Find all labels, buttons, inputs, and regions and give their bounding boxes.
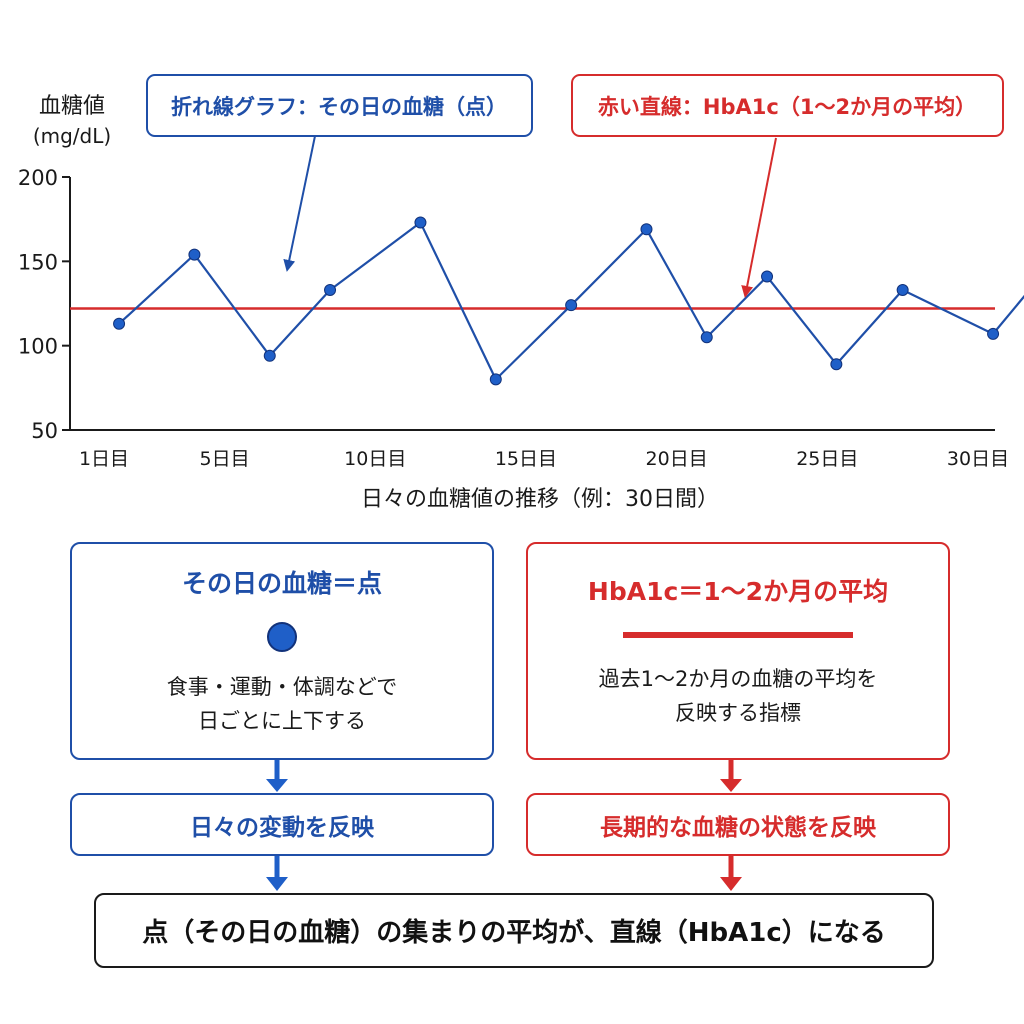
glucose-point — [188, 248, 201, 261]
long-term-text: 長期的な血糖の状態を反映 — [600, 814, 876, 841]
glucose-point — [324, 284, 337, 297]
conclusion-box: 点（その日の血糖）の集まりの平均が、直線（HbA1c）になる — [94, 893, 934, 968]
glucose-point — [414, 216, 427, 229]
glucose-point — [640, 223, 653, 236]
arrow-right-2-head — [720, 877, 742, 891]
x-tick-label: 15日目 — [495, 448, 557, 470]
daily-glucose-panel: その日の血糖＝点 食事・運動・体調などで 日ごとに上下する — [70, 542, 494, 760]
glucose-point — [761, 270, 774, 283]
hba1c-desc-1: 過去1～2か月の血糖の平均を — [598, 667, 878, 691]
daily-glucose-desc-2: 日ごとに上下する — [198, 709, 366, 733]
glucose-point — [987, 327, 1000, 340]
glucose-point — [489, 373, 502, 386]
arrow-left-2-head — [266, 877, 288, 891]
glucose-series-line — [118, 221, 1024, 381]
y-axis-label: 血糖値 — [39, 94, 105, 119]
annotation-box-line — [146, 74, 533, 137]
x-ticks: 1日目 5日目 10日目 15日目 20日目 25日目 30日目 — [79, 448, 1009, 470]
daily-glucose-desc-1: 食事・運動・体調などで — [166, 675, 398, 699]
daily-glucose-title: その日の血糖＝点 — [181, 569, 382, 598]
glucose-point — [896, 284, 909, 297]
arrow-right-1-head — [720, 779, 742, 792]
hba1c-desc-2: 反映する指標 — [675, 701, 801, 725]
annotation-line-graph: 折れ線グラフ：その日の血糖（点） — [171, 95, 507, 119]
glucose-point-icon — [267, 622, 297, 652]
annotation-box-hba1c — [571, 74, 1004, 137]
y-tick-label: 50 — [31, 419, 58, 443]
y-ticks: 50 100 150 200 — [18, 166, 70, 443]
glucose-point — [830, 358, 843, 371]
annotation-hba1c: 赤い直線：HbA1c（1～2か月の平均） — [598, 95, 976, 119]
daily-variation-text: 日々の変動を反映 — [190, 814, 374, 841]
y-tick-label: 200 — [18, 166, 58, 190]
y-tick-label: 100 — [18, 335, 58, 359]
glucose-point — [700, 331, 713, 344]
glucose-line-chart: 血糖値 (mg/dL) 50 100 150 200 1日目 5日目 10日目 15日目 20… — [18, 74, 1024, 512]
y-axis-unit: (mg/dL) — [33, 124, 111, 148]
daily-variation-box: 日々の変動を反映 — [70, 793, 494, 856]
glucose-point — [565, 299, 578, 312]
x-tick-label: 30日目 — [947, 448, 1009, 470]
annotation-arrow-blue — [283, 135, 316, 272]
glucose-point — [113, 317, 126, 330]
long-term-box: 長期的な血糖の状態を反映 — [526, 793, 950, 856]
x-tick-label: 5日目 — [200, 448, 250, 470]
x-tick-label: 1日目 — [79, 448, 129, 470]
x-tick-label: 10日目 — [344, 448, 406, 470]
glucose-point — [263, 349, 276, 362]
y-tick-label: 150 — [18, 250, 58, 274]
x-axis-label: 日々の血糖値の推移（例：30日間） — [361, 487, 719, 512]
conclusion-text: 点（その日の血糖）の集まりの平均が、直線（HbA1c）になる — [142, 918, 886, 948]
hba1c-title: HbA1c＝1～2か月の平均 — [587, 577, 889, 606]
hba1c-panel: HbA1c＝1～2か月の平均 過去1～2か月の血糖の平均を 反映する指標 — [526, 542, 950, 760]
arrow-left-1-head — [266, 779, 288, 792]
annotation-arrow-red — [741, 137, 777, 298]
x-tick-label: 25日目 — [796, 448, 858, 470]
hba1c-line-icon — [623, 632, 853, 638]
x-tick-label: 20日目 — [646, 448, 708, 470]
glucose-series — [113, 216, 1024, 386]
